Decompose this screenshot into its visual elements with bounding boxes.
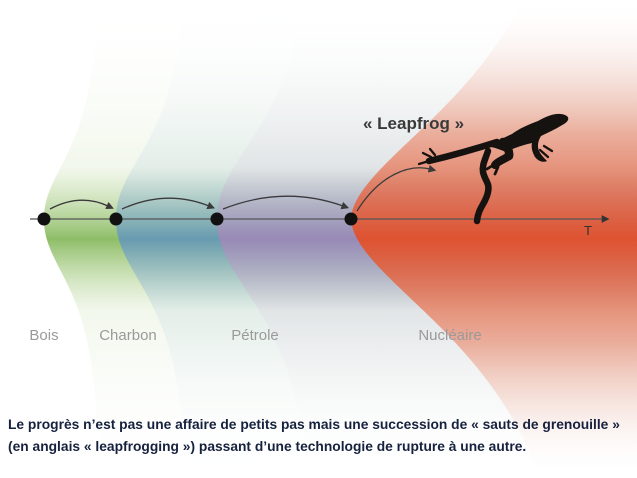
svg-text:« Leapfrog »: « Leapfrog »: [363, 114, 464, 133]
svg-text:Bois: Bois: [29, 327, 58, 344]
svg-text:Charbon: Charbon: [99, 327, 157, 344]
svg-text:Le progrès n’est pas une affai: Le progrès n’est pas une affaire de peti…: [8, 417, 620, 432]
svg-text:(en anglais « leapfrogging »): (en anglais « leapfrogging ») passant d’…: [8, 439, 526, 454]
svg-text:Nucléaire: Nucléaire: [418, 327, 481, 344]
svg-text:Pétrole: Pétrole: [231, 327, 279, 344]
svg-text:T: T: [584, 223, 592, 238]
